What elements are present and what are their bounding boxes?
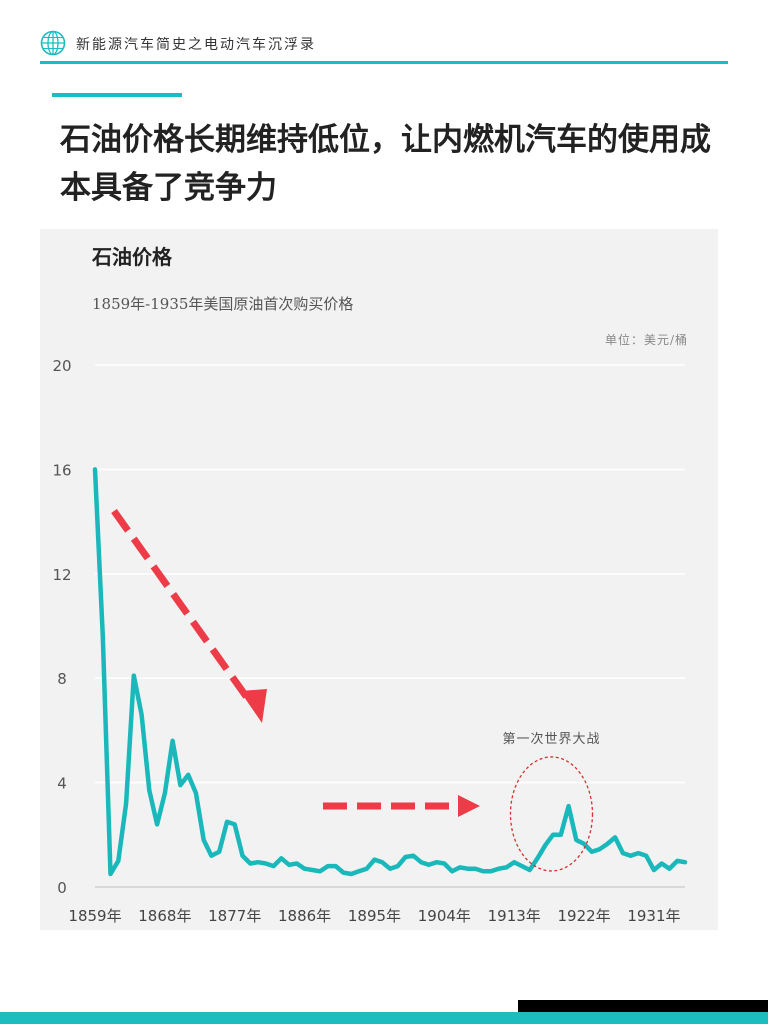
x-tick-label: 1877年 <box>208 907 261 925</box>
flat-trend-arrowhead <box>458 795 480 817</box>
globe-icon <box>40 30 66 56</box>
y-tick-label: 0 <box>57 879 67 897</box>
footer-bar-black <box>518 1000 768 1012</box>
chart-title: 石油价格 <box>92 245 172 269</box>
downtrend-arrowhead <box>240 689 267 723</box>
annotation-label: 第一次世界大战 <box>502 731 600 747</box>
chart-subtitle: 1859年-1935年美国原油首次购买价格 <box>92 295 354 313</box>
header-divider <box>40 61 728 64</box>
x-tick-label: 1931年 <box>627 907 680 925</box>
y-tick-label: 4 <box>57 775 67 793</box>
x-tick-label: 1859年 <box>68 907 121 925</box>
x-tick-label: 1886年 <box>278 907 331 925</box>
x-tick-label: 1904年 <box>418 907 471 925</box>
chart-panel: 石油价格 1859年-1935年美国原油首次购买价格 单位：美元/桶 0 4 8 12… <box>40 229 718 930</box>
title-accent-bar <box>52 93 182 97</box>
series-title: 新能源汽车简史之电动汽车沉浮录 <box>76 37 316 53</box>
unit-label: 单位：美元/桶 <box>604 333 688 347</box>
page-title: 石油价格长期维持低位，让内燃机汽车的使用成本具备了竞争力 <box>60 122 711 206</box>
header: 新能源汽车简史之电动汽车沉浮录 <box>40 26 728 62</box>
x-tick-label: 1913年 <box>488 907 541 925</box>
y-tick-label: 8 <box>57 670 67 688</box>
y-tick-label: 12 <box>52 566 71 584</box>
x-tick-label: 1868年 <box>138 907 191 925</box>
line-chart: 0 4 8 12 16 20 1859年 1868年 1877年 1886年 1895年 1904年 1… <box>52 357 688 925</box>
y-tick-label: 16 <box>52 461 71 479</box>
x-tick-label: 1922年 <box>557 907 610 925</box>
annotation-ellipse <box>509 756 594 872</box>
x-tick-label: 1895年 <box>348 907 401 925</box>
footer-bar-teal <box>0 1012 768 1024</box>
downtrend-arrow <box>111 508 251 702</box>
y-tick-label: 20 <box>52 357 71 375</box>
series-line <box>92 467 688 877</box>
